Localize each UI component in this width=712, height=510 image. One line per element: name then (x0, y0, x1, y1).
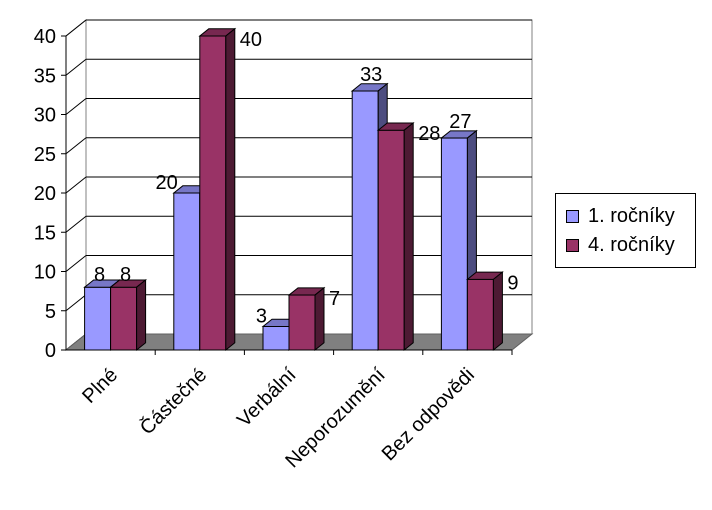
legend-item-series-1: 1. ročníky (566, 204, 675, 228)
data-labels: 8 8 20 40 3 7 33 28 27 9 (94, 29, 518, 327)
bar-1-3 (262, 325, 290, 351)
data-label-2-3: 7 (329, 288, 340, 310)
y-tick-label: 40 (34, 26, 56, 48)
bar-1-2 (173, 192, 201, 351)
y-axis: 0 5 10 15 20 25 30 35 40 (34, 26, 513, 362)
bar-1-1 (84, 286, 112, 351)
category-label-3: Verbální (233, 364, 301, 432)
bar-side-2-5 (492, 271, 503, 352)
gridline-side (65, 98, 87, 115)
data-label-1-1: 8 (94, 264, 105, 286)
legend-swatch-series-2 (566, 238, 579, 252)
legend-item-series-2: 4. ročníky (566, 233, 675, 257)
legend-label-series-1: 1. ročníky (588, 204, 675, 227)
data-label-2-2: 40 (240, 29, 262, 51)
data-label-1-3: 3 (256, 305, 267, 327)
y-tick-label: 15 (34, 222, 56, 244)
bar-2-2 (199, 35, 227, 351)
bar-2-4 (377, 129, 405, 351)
y-tick-label: 30 (34, 105, 56, 127)
data-label-1-4: 33 (360, 64, 382, 86)
data-label-2-1: 8 (120, 264, 131, 286)
gridline-side (65, 215, 87, 233)
data-label-2-5: 9 (507, 272, 518, 294)
bar-2-5 (466, 278, 494, 351)
data-label-2-4: 28 (418, 123, 440, 145)
legend-label-series-2: 4. ročníky (588, 233, 675, 256)
y-tick-label: 10 (34, 262, 56, 284)
bar-2-1 (110, 286, 138, 351)
bar-2-3 (288, 294, 316, 351)
y-tick-label: 25 (34, 144, 56, 166)
data-label-1-2: 20 (156, 172, 178, 194)
bar-side-2-1 (136, 278, 147, 352)
bars (83, 27, 504, 352)
legend-swatch-series-1 (566, 209, 579, 223)
y-tick-label: 0 (45, 340, 56, 362)
category-label-2: Částečné (135, 363, 211, 439)
bar-side-2-4 (403, 121, 414, 352)
y-tick-label: 35 (34, 65, 56, 87)
y-tick-label: 20 (34, 183, 56, 205)
gridline-side (65, 58, 87, 76)
gridline-side (65, 255, 87, 272)
gridline-side (65, 294, 87, 312)
gridline-side (65, 176, 87, 194)
y-tick-label: 5 (45, 301, 56, 323)
bar-side-2-3 (314, 286, 325, 352)
bar-side-2-2 (225, 27, 236, 352)
gridline-side (65, 137, 87, 155)
data-label-1-5: 27 (449, 111, 471, 133)
category-label-5: Bez odpovědi (378, 364, 479, 465)
legend: 1. ročníky 4. ročníky (555, 193, 696, 268)
gridline-side (65, 19, 87, 37)
bar-1-5 (440, 137, 468, 351)
category-label-1: Plné (78, 364, 122, 408)
bar-1-4 (351, 90, 379, 351)
